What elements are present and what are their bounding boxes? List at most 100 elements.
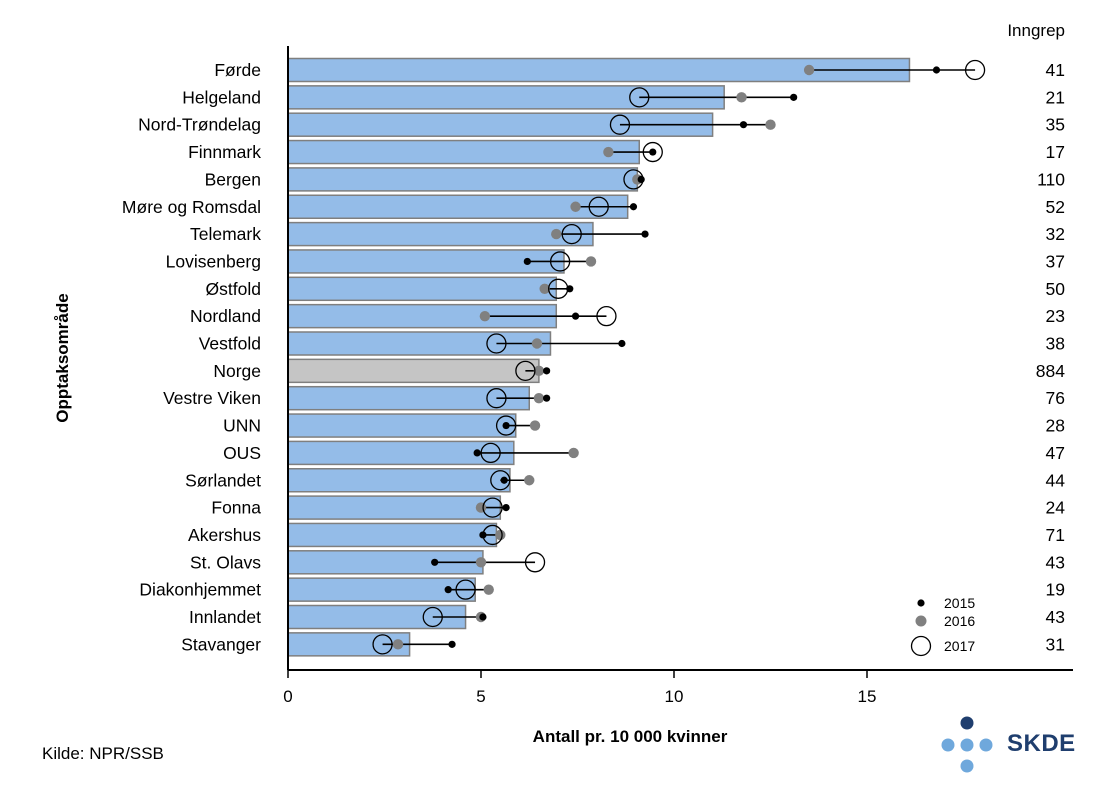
marker-2016-14 bbox=[568, 447, 579, 459]
markers-group bbox=[372, 59, 986, 655]
legend-label-2016: 2016 bbox=[944, 613, 975, 629]
legend: 2015 2016 2017 bbox=[910, 595, 975, 657]
marker-2016-9 bbox=[479, 310, 491, 322]
inngrep-count-2: 35 bbox=[1046, 115, 1065, 135]
marker-2015-7 bbox=[523, 257, 531, 266]
inngrep-count-13: 28 bbox=[1046, 416, 1065, 436]
inngrep-count-11: 884 bbox=[1036, 361, 1065, 381]
inngrep-count-0: 41 bbox=[1046, 60, 1065, 80]
marker-2017-16 bbox=[482, 497, 503, 518]
marker-2017-3 bbox=[642, 141, 663, 163]
category-label-13: UNN bbox=[223, 416, 261, 436]
marker-2016-13 bbox=[529, 420, 541, 431]
inngrep-count-17: 71 bbox=[1046, 525, 1065, 545]
marker-2017-4 bbox=[623, 169, 644, 190]
category-label-3: Finnmark bbox=[188, 142, 261, 162]
legend-marker-2017 bbox=[910, 635, 932, 657]
inngrep-count-3: 17 bbox=[1046, 142, 1065, 162]
marker-2016-21 bbox=[392, 639, 404, 650]
marker-2015-19 bbox=[444, 586, 452, 594]
category-label-21: Stavanger bbox=[181, 634, 261, 654]
marker-2015-3 bbox=[649, 148, 657, 156]
x-tick-label-2: 10 bbox=[665, 687, 684, 706]
marker-2015-14 bbox=[473, 449, 481, 457]
inngrep-count-12: 76 bbox=[1046, 388, 1065, 408]
inngrep-count-6: 32 bbox=[1046, 224, 1065, 244]
right-column-header: Inngrep bbox=[1007, 21, 1065, 40]
marker-2016-2 bbox=[765, 119, 776, 130]
marker-2017-19 bbox=[455, 579, 476, 600]
skde-logo-text: SKDE bbox=[1007, 730, 1076, 757]
marker-2015-11 bbox=[543, 367, 551, 375]
marker-2017-10 bbox=[486, 333, 507, 354]
category-label-11: Norge bbox=[213, 361, 261, 381]
marker-2015-12 bbox=[543, 394, 551, 402]
marker-2017-2 bbox=[609, 114, 631, 135]
x-tick-label-1: 5 bbox=[476, 687, 485, 706]
category-label-18: St. Olavs bbox=[190, 552, 261, 572]
category-labels-group: Førde Helgeland Nord-Trøndelag Finnmark Berg… bbox=[122, 60, 261, 654]
inngrep-count-21: 31 bbox=[1046, 634, 1065, 654]
skde-logo-dots bbox=[941, 716, 993, 773]
marker-2016-12 bbox=[533, 393, 545, 404]
x-tick-label-3: 15 bbox=[858, 687, 877, 706]
legend-label-2017: 2017 bbox=[944, 638, 975, 654]
bar-8 bbox=[287, 276, 558, 302]
inngrep-count-18: 43 bbox=[1046, 552, 1065, 572]
category-label-17: Akershus bbox=[188, 525, 261, 545]
logo-dot-2 bbox=[960, 738, 974, 752]
logo-dot-1 bbox=[941, 738, 955, 752]
category-label-14: OUS bbox=[223, 443, 261, 463]
marker-2017-14 bbox=[480, 442, 501, 464]
marker-2015-16 bbox=[502, 504, 510, 512]
logo-dot-3 bbox=[979, 738, 993, 752]
marker-2017-9 bbox=[596, 305, 617, 327]
marker-2015-5 bbox=[629, 203, 638, 211]
axes-group: 0 5 10 15 bbox=[283, 46, 1073, 706]
marker-2017-20 bbox=[422, 606, 443, 628]
marker-2017-12 bbox=[486, 388, 507, 409]
inngrep-count-7: 37 bbox=[1046, 251, 1065, 271]
category-label-6: Telemark bbox=[190, 224, 261, 244]
marker-2016-0 bbox=[803, 64, 815, 76]
inngrep-count-10: 38 bbox=[1046, 334, 1065, 354]
inngrep-counts-group: 41 21 35 17 110 52 32 37 50 23 38 884 76 28 47 44 24 71 43… bbox=[1036, 60, 1065, 654]
x-tick-label-0: 0 bbox=[283, 687, 292, 706]
logo-dot-4 bbox=[960, 759, 974, 773]
inngrep-count-14: 47 bbox=[1046, 443, 1065, 463]
marker-2016-19 bbox=[483, 584, 494, 595]
marker-2017-21 bbox=[372, 634, 393, 655]
marker-2016-5 bbox=[570, 201, 581, 212]
marker-2016-1 bbox=[736, 92, 747, 103]
bar-4 bbox=[287, 167, 639, 192]
x-axis-title: Antall pr. 10 000 kvinner bbox=[533, 727, 728, 746]
marker-2015-4 bbox=[637, 175, 645, 183]
bar-17 bbox=[287, 522, 498, 548]
marker-2017-17 bbox=[482, 524, 503, 546]
inngrep-count-8: 50 bbox=[1046, 279, 1066, 299]
marker-2017-15 bbox=[490, 470, 511, 491]
category-label-10: Vestfold bbox=[199, 334, 261, 354]
legend-label-2015: 2015 bbox=[944, 595, 975, 611]
bars-group bbox=[287, 57, 911, 657]
marker-2017-7 bbox=[549, 251, 571, 272]
marker-2017-8 bbox=[548, 278, 569, 299]
source-note: Kilde: NPR/SSB bbox=[42, 744, 164, 763]
marker-2016-15 bbox=[524, 475, 535, 486]
bar-13 bbox=[287, 413, 517, 438]
legend-marker-2015 bbox=[917, 599, 925, 607]
category-label-4: Bergen bbox=[205, 169, 261, 189]
inngrep-count-1: 21 bbox=[1046, 87, 1065, 107]
marker-2017-18 bbox=[524, 552, 546, 573]
category-label-9: Nordland bbox=[190, 306, 261, 326]
marker-2015-2 bbox=[739, 121, 748, 129]
marker-2015-13 bbox=[502, 421, 510, 430]
category-label-15: Sørlandet bbox=[185, 470, 261, 490]
marker-2015-21 bbox=[448, 640, 456, 648]
category-label-19: Diakonhjemmet bbox=[139, 580, 261, 600]
category-label-1: Helgeland bbox=[182, 87, 261, 107]
bar-3 bbox=[287, 139, 641, 165]
inngrep-count-4: 110 bbox=[1037, 169, 1065, 189]
marker-2016-17 bbox=[495, 529, 506, 541]
